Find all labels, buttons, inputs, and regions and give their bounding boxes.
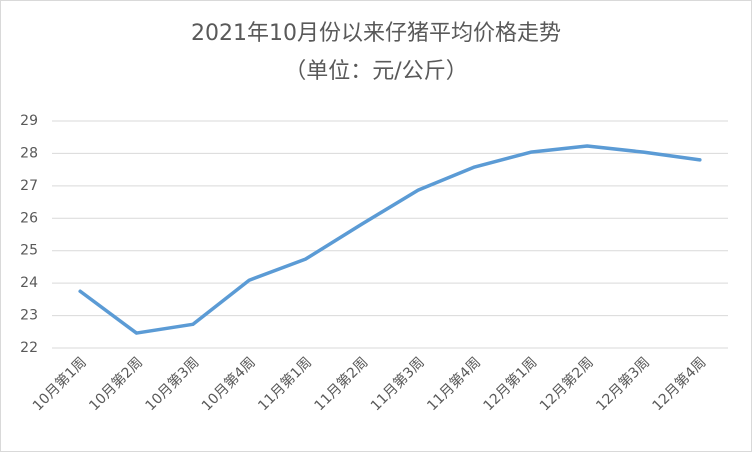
y-tick-label: 25 bbox=[20, 243, 38, 259]
y-tick-label: 26 bbox=[20, 210, 38, 226]
data-line bbox=[78, 144, 702, 335]
y-tick-label: 24 bbox=[20, 275, 38, 291]
y-tick-label: 27 bbox=[20, 178, 38, 194]
y-tick-label: 23 bbox=[20, 308, 38, 324]
y-tick-label: 28 bbox=[20, 145, 38, 161]
chart-title: 2021年10月份以来仔猪平均价格走势 bbox=[191, 21, 561, 46]
y-tick-label: 22 bbox=[20, 340, 38, 356]
y-tick-label: 29 bbox=[20, 113, 38, 129]
chart-subtitle: （单位：元/公斤） bbox=[284, 59, 467, 84]
